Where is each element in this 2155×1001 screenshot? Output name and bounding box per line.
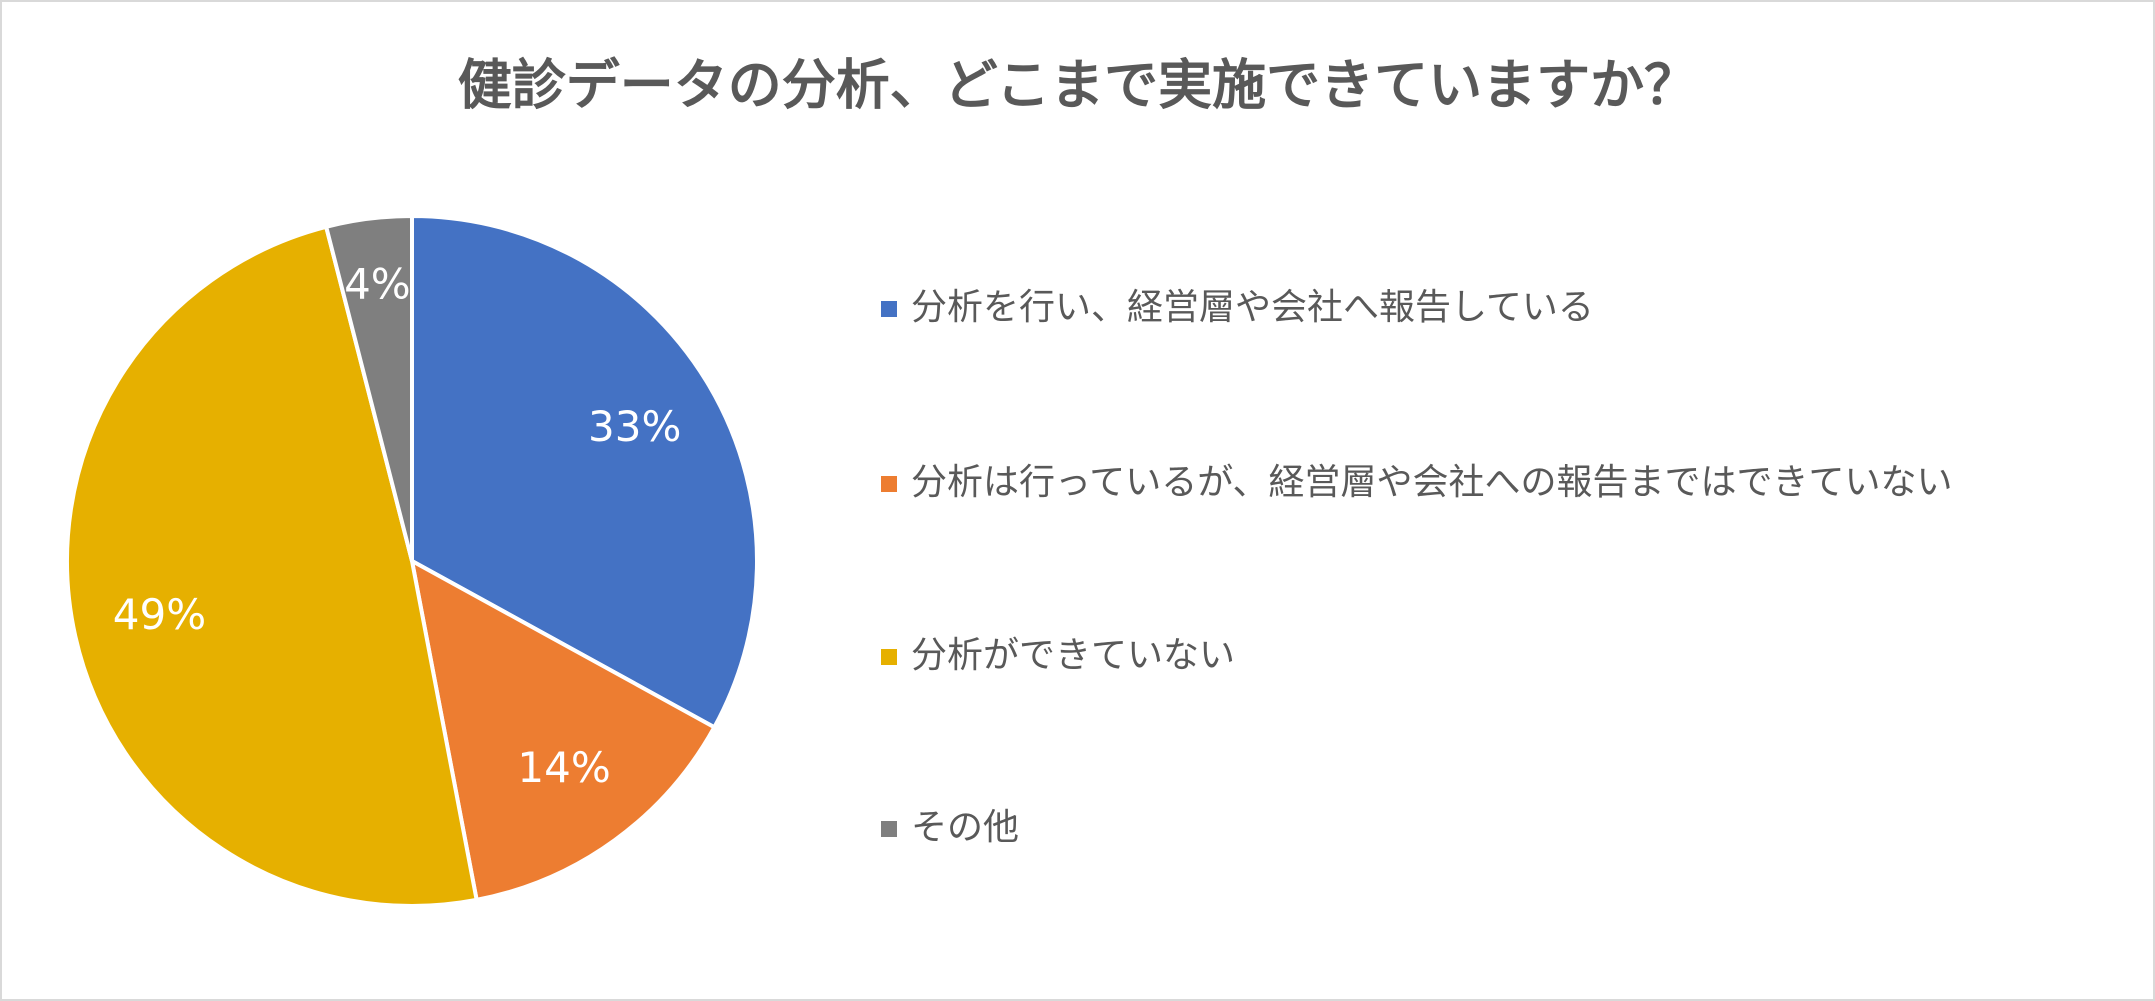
legend-label: 分析ができていない — [911, 635, 1235, 676]
legend-swatch — [881, 301, 897, 317]
legend-label: 分析は行っているが、経営層や会社への報告まではできていない — [911, 462, 1952, 503]
legend-label: その他 — [911, 807, 1019, 848]
chart-title: 健診データの分析、どこまで実施できていますか？ — [458, 54, 1698, 117]
pie-slice — [410, 559, 717, 902]
data-label: 4% — [344, 260, 411, 309]
legend-swatch — [881, 476, 897, 492]
pie-slice — [65, 224, 479, 908]
data-label: 33% — [588, 402, 681, 451]
pie-slice — [324, 214, 414, 563]
legend-swatch — [881, 821, 897, 837]
pie-slice — [410, 214, 759, 730]
legend-label: 分析を行い、経営層や会社へ報告している — [911, 287, 1594, 328]
data-label: 14% — [517, 743, 610, 792]
data-label: 49% — [113, 590, 206, 639]
legend-swatch — [881, 649, 897, 665]
